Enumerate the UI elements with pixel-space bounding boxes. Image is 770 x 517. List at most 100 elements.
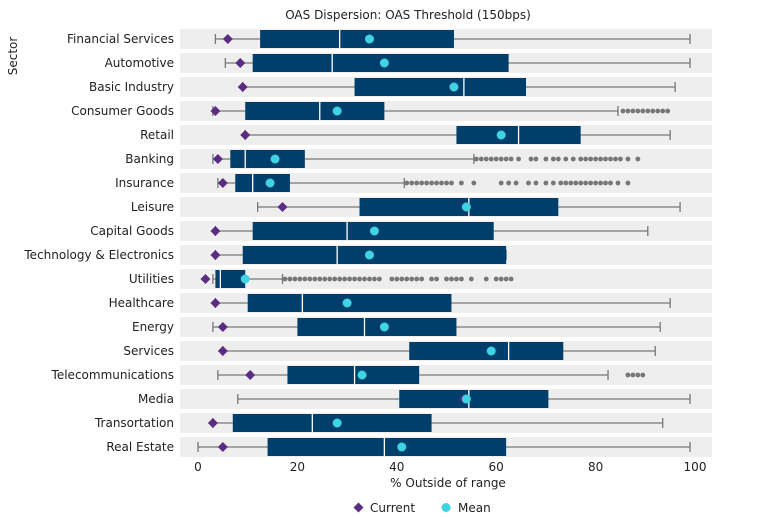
outlier-point bbox=[593, 156, 598, 162]
x-tick-label: 20 bbox=[290, 460, 305, 474]
sector-label: Capital Goods bbox=[90, 224, 174, 238]
x-tick-label: 80 bbox=[588, 460, 603, 474]
sector-row: Banking bbox=[125, 149, 712, 169]
current-marker bbox=[210, 226, 221, 236]
iqr-box bbox=[359, 198, 559, 216]
x-axis-label: % Outside of range bbox=[390, 476, 506, 490]
outlier-point bbox=[292, 276, 298, 282]
outlier-point bbox=[312, 276, 318, 282]
sector-row: Real Estate bbox=[106, 437, 712, 457]
outlier-point bbox=[449, 276, 454, 282]
outlier-point bbox=[483, 276, 489, 282]
legend-current-marker bbox=[353, 502, 364, 513]
outlier-point bbox=[409, 180, 415, 186]
outlier-point bbox=[367, 276, 372, 282]
iqr-box bbox=[245, 102, 385, 120]
outlier-point bbox=[613, 156, 618, 162]
outlier-point bbox=[573, 180, 579, 186]
mean-marker bbox=[486, 346, 496, 356]
legend-mean-marker bbox=[441, 503, 451, 512]
sector-row: Capital Goods bbox=[90, 221, 712, 241]
outlier-point bbox=[394, 276, 400, 282]
sector-row: Automotive bbox=[105, 53, 712, 73]
outlier-point bbox=[528, 156, 534, 162]
sector-label: Consumer Goods bbox=[71, 104, 174, 118]
outlier-point bbox=[444, 276, 449, 282]
sector-label: Automotive bbox=[105, 56, 174, 70]
outlier-point bbox=[327, 276, 333, 282]
outlier-point bbox=[498, 180, 504, 186]
sector-row: Transortation bbox=[94, 413, 712, 433]
outlier-point bbox=[608, 180, 613, 186]
sector-row: Leisure bbox=[131, 197, 712, 217]
outlier-point bbox=[449, 180, 454, 186]
outlier-point bbox=[635, 108, 641, 114]
sector-row: Technology & Electronics bbox=[23, 245, 712, 265]
outlier-point bbox=[506, 180, 512, 186]
outlier-point bbox=[588, 156, 594, 162]
sector-label: Financial Services bbox=[67, 32, 174, 46]
outlier-point bbox=[550, 180, 556, 186]
outlier-point bbox=[550, 156, 556, 162]
outlier-point bbox=[483, 156, 489, 162]
current-marker bbox=[210, 106, 221, 116]
outlier-point bbox=[603, 156, 608, 162]
outlier-point bbox=[493, 156, 499, 162]
outlier-point bbox=[503, 156, 509, 162]
sector-label: Telecommunications bbox=[51, 368, 174, 382]
outlier-point bbox=[424, 180, 430, 186]
outlier-point bbox=[625, 372, 631, 378]
mean-marker bbox=[461, 394, 471, 404]
outlier-point bbox=[655, 108, 661, 114]
x-tick-label: 40 bbox=[389, 460, 404, 474]
sector-label: Media bbox=[138, 392, 174, 406]
outlier-point bbox=[563, 180, 569, 186]
outlier-point bbox=[625, 156, 631, 162]
outlier-point bbox=[429, 180, 434, 186]
iqr-box bbox=[242, 246, 507, 264]
outlier-point bbox=[533, 156, 539, 162]
chart-title: OAS Dispersion: OAS Threshold (150bps) bbox=[285, 8, 531, 22]
current-marker bbox=[200, 274, 211, 284]
sector-label: Services bbox=[123, 344, 174, 358]
mean-marker bbox=[357, 370, 367, 380]
outlier-point bbox=[404, 180, 410, 186]
outlier-point bbox=[488, 156, 494, 162]
current-marker bbox=[217, 322, 228, 332]
x-tick-label: 0 bbox=[194, 460, 202, 474]
sector-label: Basic Industry bbox=[89, 80, 174, 94]
sector-label: Banking bbox=[125, 152, 174, 166]
outlier-point bbox=[660, 108, 666, 114]
outlier-point bbox=[342, 276, 348, 282]
current-marker bbox=[245, 370, 256, 380]
legend: Current Mean bbox=[353, 501, 491, 515]
outlier-point bbox=[362, 276, 367, 282]
outlier-point bbox=[459, 276, 464, 282]
outlier-point bbox=[434, 276, 439, 282]
current-marker bbox=[277, 202, 288, 212]
sector-label: Real Estate bbox=[106, 440, 174, 454]
legend-current-label: Current bbox=[370, 501, 415, 515]
iqr-box bbox=[215, 270, 246, 288]
iqr-box bbox=[354, 78, 527, 96]
outlier-point bbox=[389, 276, 395, 282]
outlier-point bbox=[493, 276, 499, 282]
outlier-point bbox=[570, 156, 576, 162]
outlier-point bbox=[439, 180, 444, 186]
outlier-point bbox=[478, 156, 484, 162]
mean-marker bbox=[369, 226, 379, 236]
outlier-point bbox=[508, 156, 514, 162]
x-axis-ticks: 0 20 40 60 80 100 bbox=[194, 460, 706, 474]
x-tick-label: 100 bbox=[684, 460, 707, 474]
outlier-point bbox=[583, 180, 589, 186]
mean-marker bbox=[379, 58, 389, 68]
mean-marker bbox=[461, 202, 471, 212]
outlier-point bbox=[282, 276, 288, 282]
outlier-point bbox=[468, 276, 474, 282]
iqr-box bbox=[399, 390, 549, 408]
mean-marker bbox=[397, 442, 407, 452]
mean-marker bbox=[332, 418, 342, 428]
outlier-point bbox=[630, 108, 636, 114]
outlier-point bbox=[640, 108, 646, 114]
mean-marker bbox=[379, 322, 389, 332]
